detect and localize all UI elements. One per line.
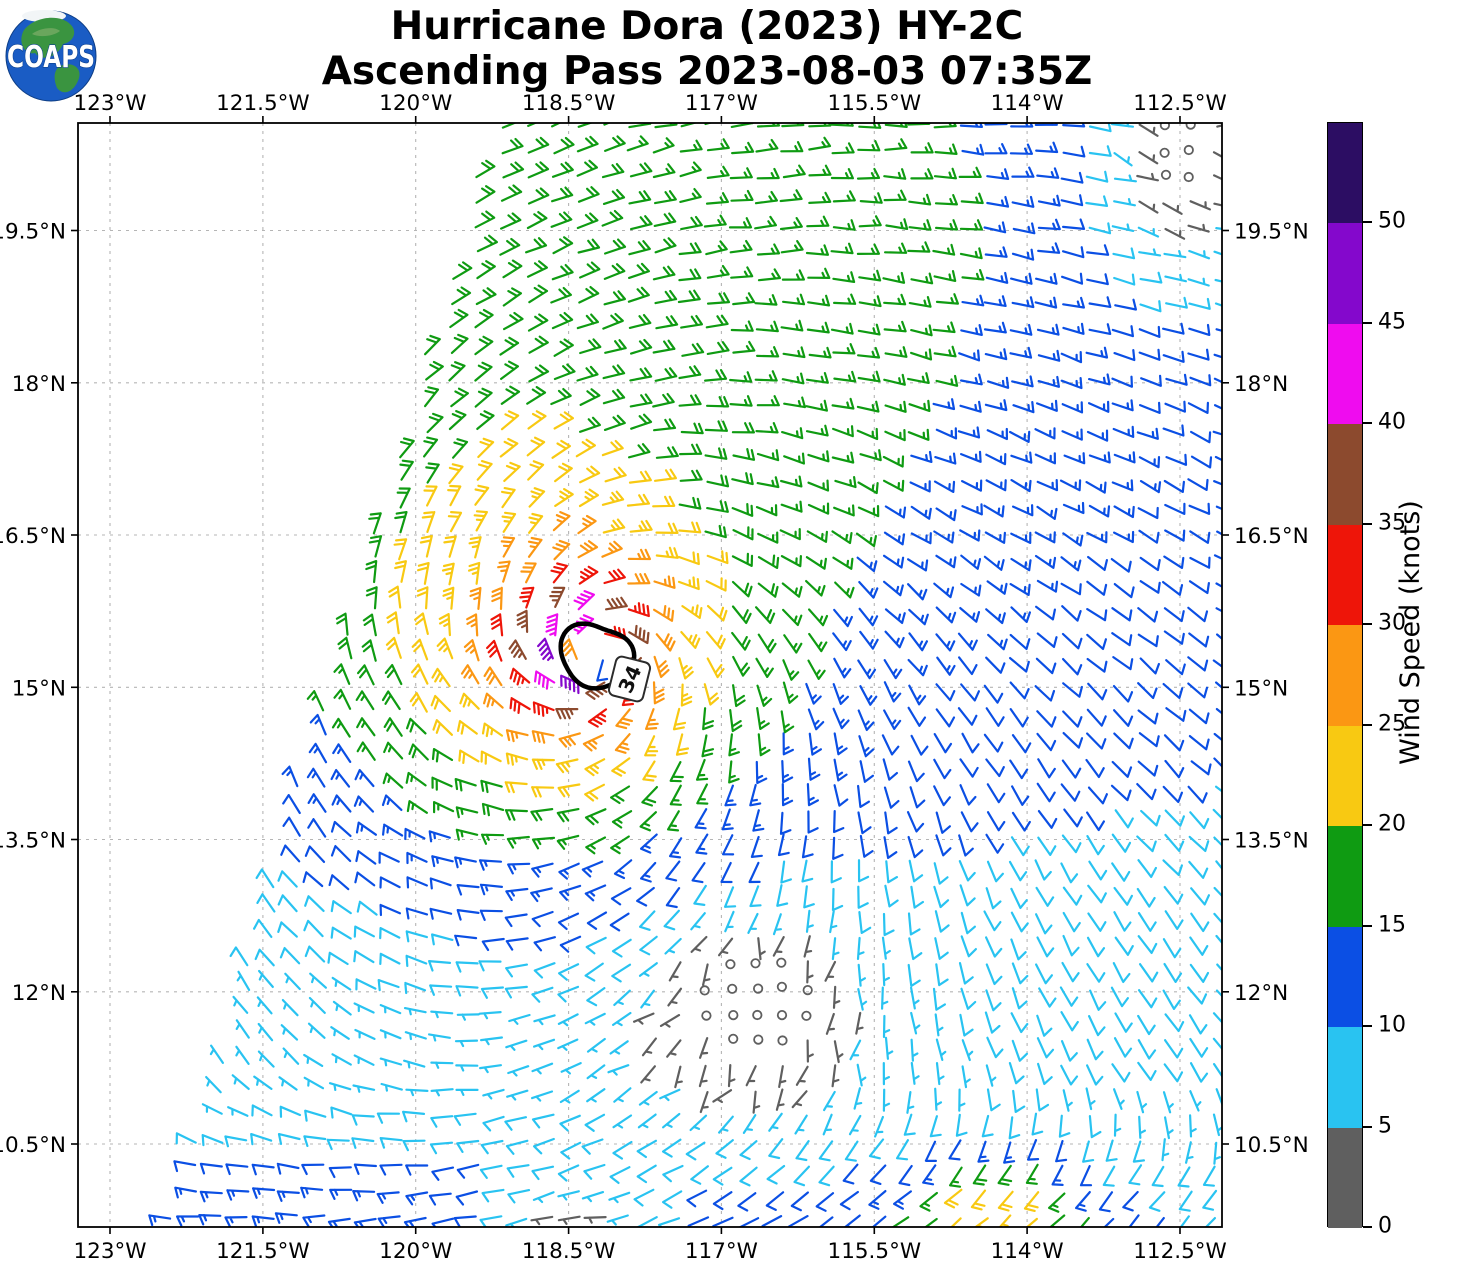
y-tick-label-right: 10.5°N: [1234, 1133, 1309, 1158]
colorbar-segment-25-30: [1328, 625, 1362, 726]
x-tick-label-top: 118.5°W: [522, 91, 616, 116]
colorbar-tick-label: 0: [1378, 1213, 1392, 1239]
gridlines: [78, 123, 1222, 1227]
x-tick-label-top: 123°W: [73, 91, 146, 116]
y-tick-label-right: 18°N: [1234, 372, 1288, 397]
x-tick-label-top: 115.5°W: [828, 91, 922, 116]
title-line-2: Ascending Pass 2023-08-03 07:35Z: [321, 49, 1093, 94]
y-tick-label-left: 18°N: [12, 372, 66, 397]
wind-barbs: [148, 123, 1222, 1227]
colorbar-segment-5-10: [1328, 1027, 1362, 1128]
colorbar-tick: [1363, 924, 1372, 927]
colorbar-segment-40-45: [1328, 323, 1362, 425]
x-tick-label-top: 112.5°W: [1133, 91, 1227, 116]
x-tick-label-top: 114°W: [991, 91, 1064, 116]
y-tick-label-left: 10.5°N: [0, 1133, 66, 1158]
colorbar-tick-label: 50: [1378, 208, 1406, 234]
colorbar-segment-10-15: [1328, 926, 1362, 1028]
axis-ticks-and-labels: 123°W 123°W 121.5°W 121.5°W 120°W 120°W 118.5°…: [0, 91, 1309, 1264]
colorbar-tick-label: 20: [1378, 811, 1406, 837]
colorbar-segment-45-50: [1328, 223, 1362, 324]
y-tick-label-left: 12°N: [12, 981, 66, 1006]
y-tick-label-right: 15°N: [1234, 676, 1288, 701]
x-tick-label-bottom: 121.5°W: [216, 1239, 310, 1264]
page-title: Hurricane Dora (2023) HY-2C Ascending Pa…: [0, 4, 1414, 94]
colorbar-tick: [1363, 1125, 1372, 1128]
x-tick-label-bottom: 114°W: [991, 1239, 1064, 1264]
x-tick-label-bottom: 117°W: [685, 1239, 758, 1264]
colorbar-tick-label: 25: [1378, 711, 1406, 737]
colorbar-tick: [1363, 422, 1372, 425]
x-tick-label-bottom: 118.5°W: [522, 1239, 616, 1264]
y-tick-label-right: 19.5°N: [1234, 220, 1309, 245]
colorbar-axis-label: Wind Speed (knots): [1394, 499, 1426, 765]
colorbar-tick-label: 10: [1378, 1012, 1406, 1038]
colorbar-tick-label: 40: [1378, 409, 1406, 435]
south-america-landmass: [54, 64, 80, 93]
colorbar-tick: [1363, 824, 1372, 827]
colorbar-tick: [1363, 1226, 1372, 1228]
title-line-1: Hurricane Dora (2023) HY-2C: [390, 4, 1024, 49]
colorbar: [1327, 122, 1363, 1228]
plot-frame: [77, 122, 1223, 1228]
colorbar-segment-0-5: [1328, 1127, 1362, 1228]
storm-radius-label: 34: [612, 661, 647, 697]
x-tick-label-top: 117°W: [685, 91, 758, 116]
x-tick-label-bottom: 112.5°W: [1133, 1239, 1227, 1264]
x-tick-label-bottom: 115.5°W: [828, 1239, 922, 1264]
x-tick-label-top: 120°W: [379, 91, 452, 116]
colorbar-segment-50-55: [1328, 123, 1362, 224]
colorbar-segment-15-20: [1328, 826, 1362, 927]
colorbar-tick: [1363, 221, 1372, 224]
y-tick-label-right: 16.5°N: [1234, 524, 1309, 549]
x-tick-label-bottom: 120°W: [379, 1239, 452, 1264]
colorbar-tick: [1363, 623, 1372, 626]
colorbar-tick-label: 35: [1378, 510, 1406, 536]
colorbar-tick: [1363, 522, 1372, 525]
colorbar-tick: [1363, 321, 1372, 324]
colorbar-tick-label: 30: [1378, 610, 1406, 636]
colorbar-segment-35-40: [1328, 424, 1362, 525]
y-tick-label-left: 19.5°N: [0, 220, 66, 245]
colorbar-tick: [1363, 1025, 1372, 1028]
y-tick-label-left: 15°N: [12, 676, 66, 701]
coaps-logo-text: COAPS: [7, 40, 95, 75]
y-tick-label-right: 12°N: [1234, 981, 1288, 1006]
north-america-landmass: [21, 17, 75, 58]
colorbar-tick-label: 45: [1378, 309, 1406, 335]
y-tick-label-left: 16.5°N: [0, 524, 66, 549]
y-tick-label-left: 13.5°N: [0, 829, 66, 854]
colorbar-tick-label: 5: [1378, 1113, 1392, 1139]
colorbar-segment-20-25: [1328, 725, 1362, 827]
coaps-logo: COAPS: [2, 4, 100, 102]
colorbar-tick-label: 15: [1378, 912, 1406, 938]
y-tick-label-right: 13.5°N: [1234, 829, 1309, 854]
colorbar-tick: [1363, 723, 1372, 726]
x-tick-label-bottom: 123°W: [73, 1239, 146, 1264]
x-tick-label-top: 121.5°W: [216, 91, 310, 116]
colorbar-segment-30-35: [1328, 524, 1362, 626]
